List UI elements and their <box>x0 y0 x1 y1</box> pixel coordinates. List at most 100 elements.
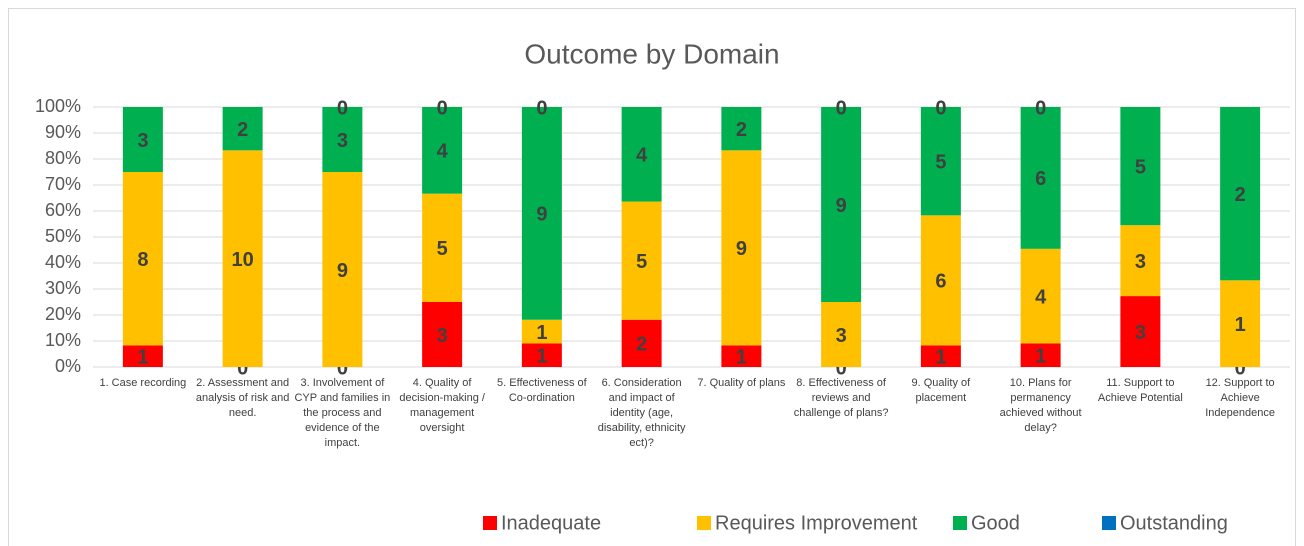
chart-title: Outcome by Domain <box>524 38 779 69</box>
data-label: 0 <box>1235 357 1246 379</box>
data-label: 9 <box>536 204 547 226</box>
bar-segment <box>222 107 263 151</box>
bar-segment <box>222 150 263 367</box>
bar-segment <box>422 193 463 302</box>
data-label: 5 <box>1135 156 1146 178</box>
x-tick-label: 5. Effectiveness of Co-ordination <box>497 377 587 404</box>
data-label: 0 <box>935 97 946 119</box>
data-label: 1 <box>536 345 547 367</box>
data-label: 3 <box>1135 322 1146 344</box>
legend-label: Outstanding <box>1120 512 1228 534</box>
legend-label: Inadequate <box>501 512 601 534</box>
bar-segment <box>920 107 961 216</box>
data-label: 9 <box>836 195 847 217</box>
data-label: 0 <box>237 357 248 379</box>
data-label: 0 <box>836 97 847 119</box>
data-label: 1 <box>736 346 747 368</box>
legend-swatch <box>697 516 711 530</box>
bar-segment <box>122 172 163 346</box>
x-tick-label: 8. Effectiveness of reviews and challeng… <box>793 377 889 419</box>
bar-segment <box>521 343 562 367</box>
bar-segment <box>1120 296 1161 367</box>
y-tick-label: 10% <box>45 330 81 350</box>
bar-segment <box>920 345 961 367</box>
bar-segment <box>1020 107 1061 249</box>
data-label: 6 <box>1035 168 1046 190</box>
legend-swatch <box>953 516 967 530</box>
bar-segment <box>521 319 562 344</box>
y-tick-label: 0% <box>55 356 81 376</box>
x-tick-label: 1. Case recording <box>99 377 187 389</box>
data-label: 1 <box>1235 314 1246 336</box>
data-label: 2 <box>237 119 248 141</box>
bar-segment <box>721 345 762 367</box>
data-label: 2 <box>636 334 647 356</box>
bar-segment <box>1120 107 1161 226</box>
bar-segment <box>1020 248 1061 344</box>
x-tick-label: 4. Quality of decision-making / manageme… <box>399 377 485 434</box>
y-tick-label: 30% <box>45 278 81 298</box>
y-tick-label: 40% <box>45 252 81 272</box>
data-label: 3 <box>337 130 348 152</box>
data-label: 4 <box>437 141 449 163</box>
bar-segment <box>821 107 862 302</box>
data-label: 5 <box>935 151 946 173</box>
x-tick-label: 9. Quality of placement <box>911 377 971 404</box>
bar-segment <box>122 107 163 172</box>
data-label: 4 <box>636 145 648 167</box>
bar-segment <box>621 201 662 320</box>
data-label: 10 <box>232 249 254 271</box>
x-tick-label: 2. Assessment and analysis of risk and n… <box>195 377 290 419</box>
bar-segment <box>1120 225 1161 297</box>
x-tick-label: 7. Quality of plans <box>697 377 786 389</box>
x-tick-label: 3. Involvement of CYP and families in th… <box>294 377 391 449</box>
data-label: 1 <box>137 346 148 368</box>
x-tick-label: 6. Consideration and impact of identity … <box>597 377 686 449</box>
data-label: 3 <box>836 325 847 347</box>
bar-segment <box>521 107 562 320</box>
data-label: 3 <box>437 325 448 347</box>
legend-label: Requires Improvement <box>715 512 918 534</box>
legend-swatch <box>483 516 497 530</box>
data-label: 9 <box>337 260 348 282</box>
y-tick-label: 50% <box>45 226 81 246</box>
bar-segment <box>422 302 463 367</box>
data-label: 2 <box>736 119 747 141</box>
bar-segment <box>621 319 662 367</box>
legend-label: Good <box>971 512 1020 534</box>
data-label: 0 <box>836 357 847 379</box>
bar-segment <box>122 345 163 367</box>
data-label: 0 <box>536 97 547 119</box>
bar-segment <box>721 150 762 346</box>
data-label: 0 <box>337 357 348 379</box>
x-tick-label: 11. Support to Achieve Potential <box>1097 377 1183 404</box>
data-label: 4 <box>1035 286 1047 308</box>
bar-segment <box>1020 343 1061 367</box>
chart-frame <box>8 8 1296 546</box>
data-label: 5 <box>437 238 448 260</box>
data-label: 1 <box>1035 345 1046 367</box>
bar-segment <box>1220 107 1261 281</box>
legend-swatch <box>1102 516 1116 530</box>
x-tick-label: 10. Plans for permanency achieved withou… <box>999 377 1082 434</box>
y-tick-label: 60% <box>45 200 81 220</box>
bar-segment <box>621 107 662 202</box>
y-tick-label: 20% <box>45 304 81 324</box>
y-tick-label: 90% <box>45 122 81 142</box>
data-label: 8 <box>137 249 148 271</box>
bar-segment <box>920 215 961 346</box>
data-label: 5 <box>636 251 647 273</box>
data-label: 6 <box>935 271 946 293</box>
data-label: 0 <box>1035 97 1046 119</box>
bar-segment <box>1220 280 1261 367</box>
data-label: 3 <box>1135 251 1146 273</box>
bar-segment <box>721 107 762 151</box>
data-label: 1 <box>536 322 547 344</box>
data-label: 9 <box>736 238 747 260</box>
data-label: 1 <box>935 346 946 368</box>
bar-segment <box>322 172 363 367</box>
data-label: 2 <box>1235 184 1246 206</box>
data-label: 0 <box>437 97 448 119</box>
